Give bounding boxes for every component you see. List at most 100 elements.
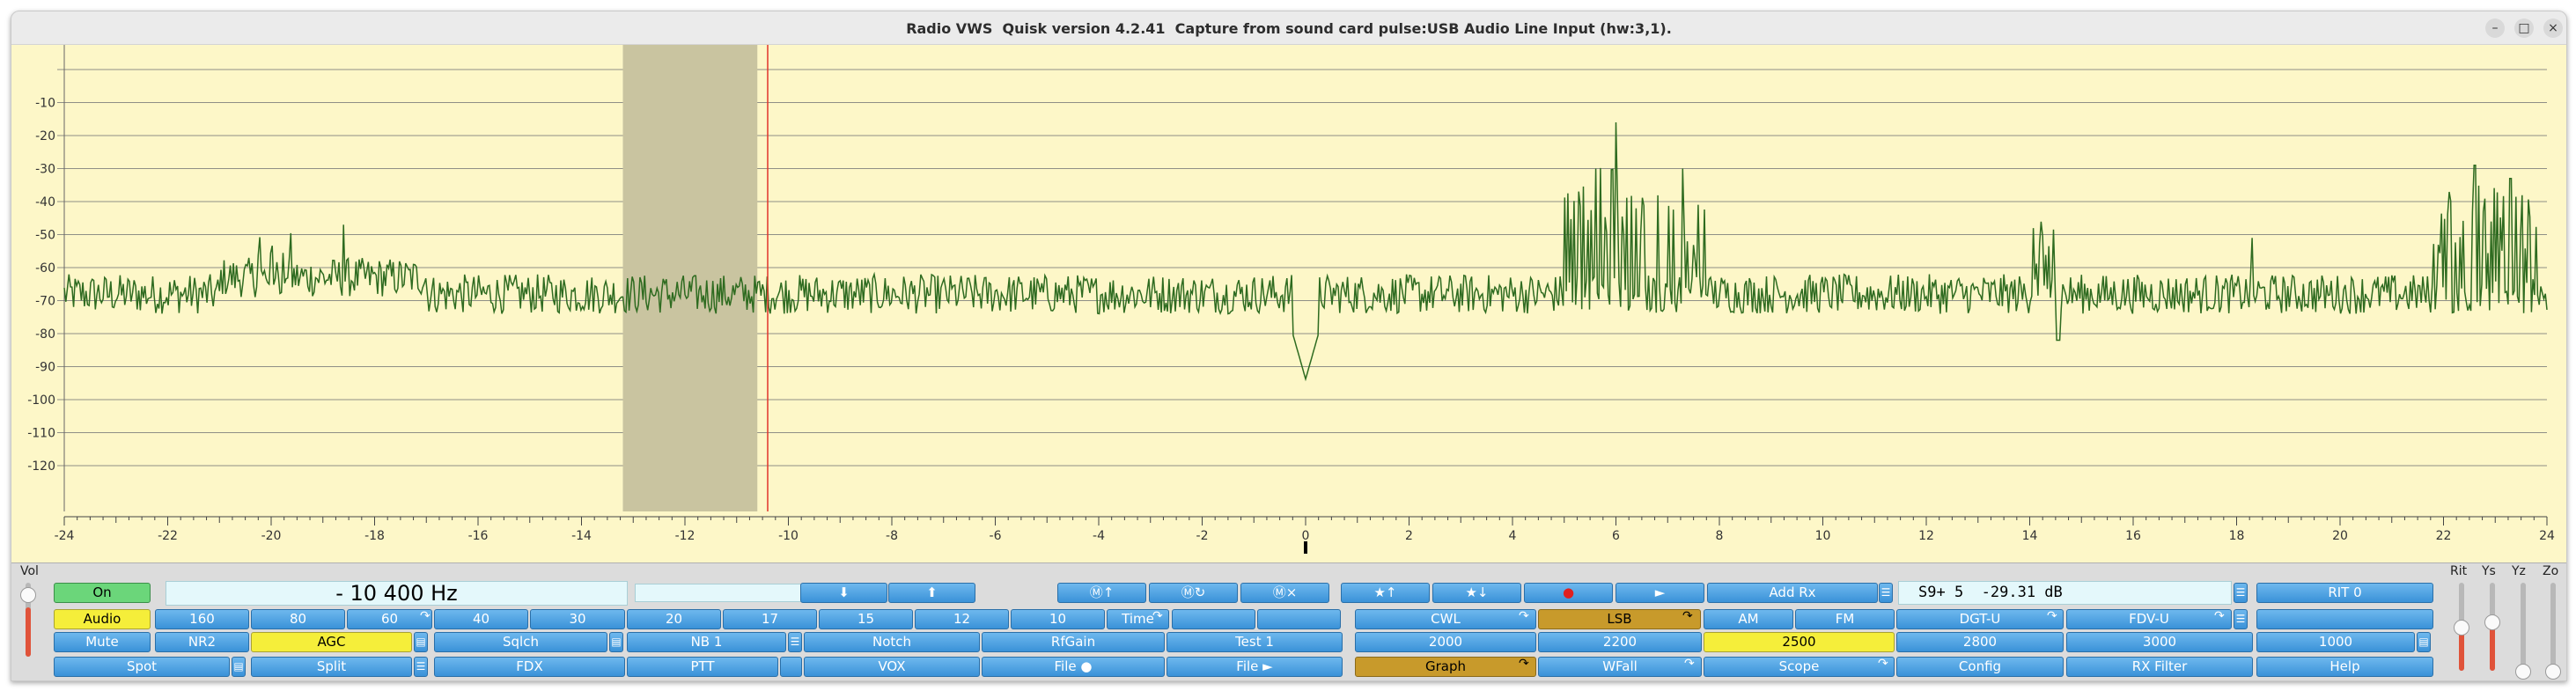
memory-add-button[interactable]: Ⓜ↑ [1057,583,1146,603]
add-rx-menu-icon[interactable]: ☰ [1879,583,1893,603]
band-40-button[interactable]: 40 [434,609,528,629]
fdv-u-button[interactable]: FDV-U [2066,609,2232,629]
filter-2500-button[interactable]: 2500 [1704,632,1895,652]
band-17-button[interactable]: 17 [723,609,817,629]
y-tick-label: -90 [35,361,55,375]
play-button[interactable]: ► [1616,583,1704,603]
nr2-button[interactable]: NR2 [155,632,249,652]
filter-1000-button[interactable]: 1000 [2256,632,2415,652]
spot-settings-icon[interactable]: ▤ [232,657,246,677]
zo-slider[interactable] [2550,583,2556,671]
y-tick-label: -100 [27,393,55,408]
help-button[interactable]: Help [2256,657,2433,677]
y-tick-label: -70 [35,295,55,309]
wfall-button[interactable]: WFall [1538,657,1702,677]
squelch-settings-icon[interactable]: ▤ [609,632,623,652]
yz-slider[interactable] [2521,583,2526,671]
x-tick-label: 14 [2022,529,2038,543]
volume-slider-knob[interactable] [20,587,36,603]
band-15-button[interactable]: 15 [819,609,913,629]
band-160-button[interactable]: 160 [155,609,249,629]
blank-button-4[interactable] [780,657,802,677]
lsb-button[interactable]: LSB [1538,609,1701,629]
zo-slider-knob[interactable] [2545,664,2561,680]
spot-button[interactable]: Spot [54,657,230,677]
band-80-button[interactable]: 80 [251,609,345,629]
vol-label: Vol [20,564,39,578]
close-button[interactable]: × [2543,18,2563,38]
memory-down-button[interactable]: ⬇ [800,583,887,603]
rx-filter-button[interactable]: RX Filter [2066,657,2253,677]
audio-button[interactable]: Audio [54,609,151,629]
scope-cycle-icon: ↷ [1878,657,1888,671]
fdx-button[interactable]: FDX [434,657,625,677]
fm-button[interactable]: FM [1795,609,1895,629]
on-button[interactable]: On [54,583,151,603]
maximize-button[interactable]: □ [2514,18,2534,38]
blank-button-1[interactable] [1172,609,1255,629]
agc-button[interactable]: AGC [251,632,412,652]
notch-button[interactable]: Notch [804,632,980,652]
ys-slider-fill [2490,622,2495,671]
frequency-entry[interactable] [635,584,805,602]
rit-slider-knob[interactable] [2454,620,2469,636]
test1-button[interactable]: Test 1 [1167,632,1343,652]
filter-settings-icon[interactable]: ▤ [2417,632,2431,652]
split-button[interactable]: Split [251,657,412,677]
volume-slider[interactable] [26,583,31,657]
rfgain-button[interactable]: RfGain [982,632,1165,652]
y-tick-label: -40 [35,195,55,210]
split-menu-icon[interactable]: ☰ [414,657,428,677]
favorite-down-button[interactable]: ★↓ [1432,583,1521,603]
band-60-button[interactable]: 60 [347,609,432,629]
memory-recall-button[interactable]: Ⓜ↻ [1149,583,1238,603]
band-10-button[interactable]: 10 [1011,609,1105,629]
nb-button[interactable]: NB 1 [627,632,786,652]
spectrum-graph[interactable]: -10-20-30-40-50-60-70-80-90-100-110-120 … [11,45,2566,562]
time-button[interactable]: Time [1107,609,1169,629]
squelch-button[interactable]: Sqlch [434,632,607,652]
blank-button-2[interactable] [1257,609,1341,629]
volume-slider-fill [26,607,31,657]
filter-3000-button[interactable]: 3000 [2066,632,2253,652]
x-tick-label: 0 [1302,529,1310,543]
x-tick-label: -4 [1093,529,1105,543]
lsb-cycle-icon: ↷ [1682,609,1693,623]
s-meter-menu-icon[interactable]: ☰ [2234,583,2248,603]
filter-2200-button[interactable]: 2200 [1538,632,1702,652]
frequency-display[interactable]: - 10 400 Hz [166,581,628,606]
dgt-u-button[interactable]: DGT-U [1896,609,2064,629]
ys-label: Ys [2482,564,2496,578]
cwl-button[interactable]: CWL [1355,609,1536,629]
memory-up-button[interactable]: ⬆ [888,583,975,603]
band-12-button[interactable]: 12 [915,609,1009,629]
minimize-button[interactable]: – [2485,18,2505,38]
mode-menu-icon[interactable]: ☰ [2234,609,2248,629]
rit0-button[interactable]: RIT 0 [2256,583,2433,603]
favorite-up-button[interactable]: ★↑ [1341,583,1430,603]
file-record-button[interactable]: File ● [982,657,1165,677]
scope-button[interactable]: Scope [1704,657,1895,677]
config-button[interactable]: Config [1896,657,2064,677]
filter-2800-button[interactable]: 2800 [1896,632,2064,652]
x-axis: -24 -22 -20 -18 -16 -14 -12 -10 -8 -6 -4 -2 0 2 4 6 8 10 1… [55,516,2555,554]
record-button[interactable]: ● [1524,583,1613,603]
cwl-cycle-icon: ↷ [1519,609,1529,623]
yz-slider-knob[interactable] [2515,664,2531,680]
am-button[interactable]: AM [1704,609,1793,629]
vox-button[interactable]: VOX [804,657,980,677]
add-rx-button[interactable]: Add Rx [1707,583,1878,603]
memory-delete-button[interactable]: Ⓜ× [1240,583,1329,603]
filter-2000-button[interactable]: 2000 [1355,632,1536,652]
ys-slider-knob[interactable] [2484,614,2500,630]
mute-button[interactable]: Mute [54,632,151,652]
graph-button[interactable]: Graph [1355,657,1536,677]
x-tick-label: 10 [1815,529,1831,543]
band-20-button[interactable]: 20 [627,609,721,629]
nb-menu-icon[interactable]: ☰ [788,632,802,652]
blank-button-3[interactable] [2256,609,2433,629]
agc-settings-icon[interactable]: ▤ [414,632,428,652]
ptt-button[interactable]: PTT [627,657,778,677]
band-30-button[interactable]: 30 [530,609,625,629]
file-play-button[interactable]: File ► [1167,657,1343,677]
